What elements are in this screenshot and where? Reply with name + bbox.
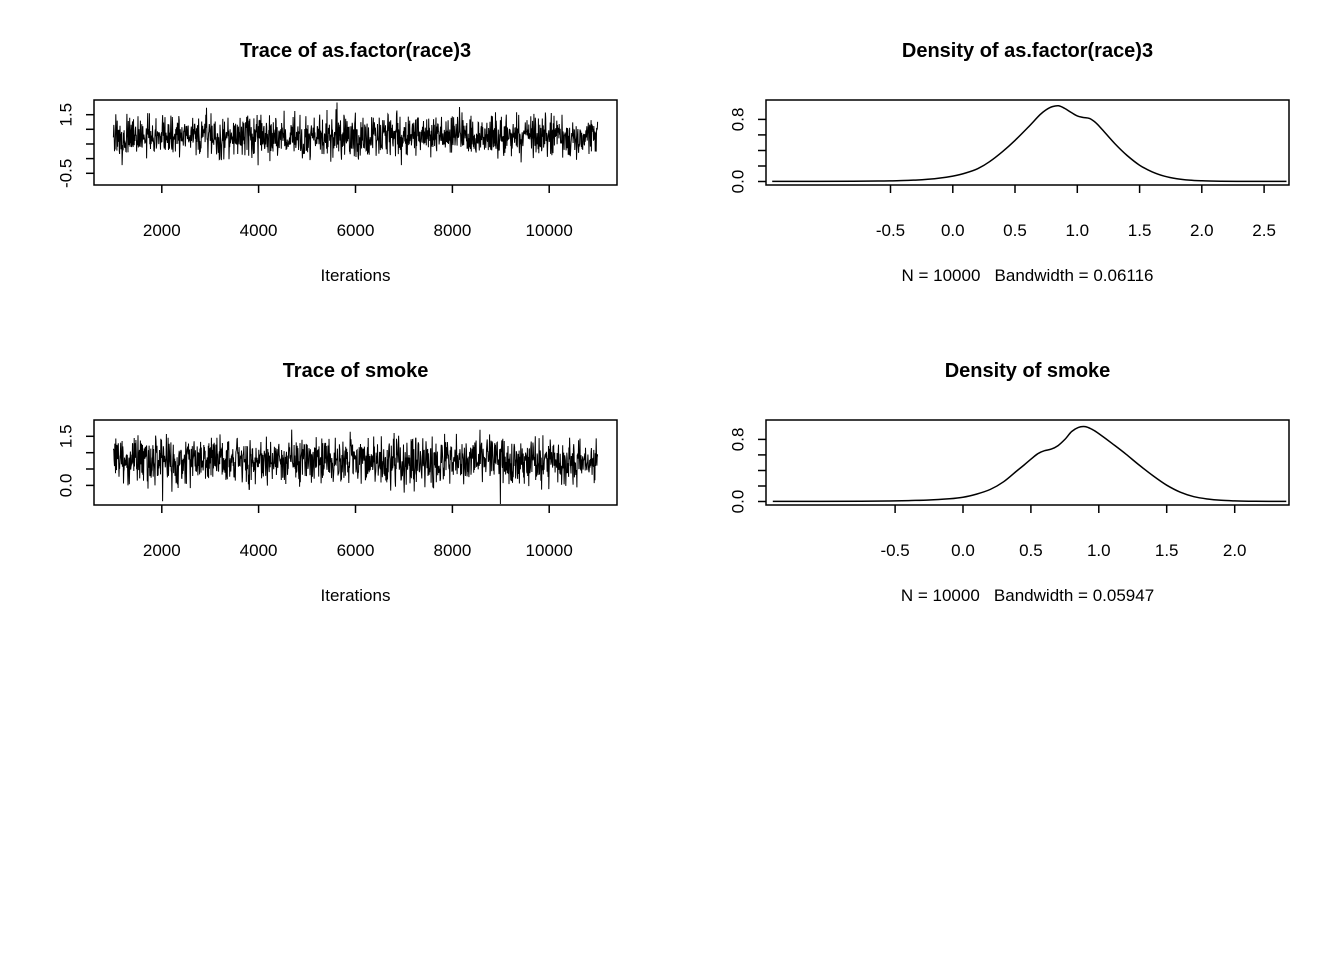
svg-text:0.0: 0.0 bbox=[941, 221, 965, 240]
panel-trace-smoke: 2000 4000 6000 8000 10000 0.0 1.5 Trace of smo… bbox=[0, 320, 672, 640]
svg-text:1.5: 1.5 bbox=[57, 424, 76, 448]
svg-text:4000: 4000 bbox=[240, 541, 278, 560]
svg-text:0.8: 0.8 bbox=[729, 428, 748, 452]
svg-text:4000: 4000 bbox=[240, 221, 278, 240]
chart-title: Density of smoke bbox=[944, 360, 1111, 382]
trace-plot-smoke: 2000 4000 6000 8000 10000 0.0 1.5 bbox=[57, 419, 618, 560]
density-curve bbox=[772, 104, 1287, 183]
svg-text:0.0: 0.0 bbox=[57, 474, 76, 498]
svg-text:0.0: 0.0 bbox=[729, 170, 748, 194]
svg-text:1.5: 1.5 bbox=[57, 103, 76, 127]
density-stats-label: N = 10000 Bandwidth = 0.05947 bbox=[900, 586, 1155, 605]
svg-text:0.5: 0.5 bbox=[1003, 221, 1027, 240]
y-axis: -0.5 1.5 bbox=[57, 103, 94, 188]
density-plot-as-factor-race-3: -0.5 0.0 0.5 1.0 1.5 2.0 2.5 0.0 0.8 bbox=[729, 99, 1290, 240]
plot-box bbox=[765, 99, 1290, 186]
svg-text:10000: 10000 bbox=[526, 221, 573, 240]
svg-text:-0.5: -0.5 bbox=[880, 541, 909, 560]
x-axis: 2000 4000 6000 8000 10000 bbox=[143, 185, 573, 240]
density-plot-smoke: -0.5 0.0 0.5 1.0 1.5 2.0 0.0 0.8 bbox=[729, 419, 1290, 560]
svg-text:10000: 10000 bbox=[526, 541, 573, 560]
panel-trace-race3: 2000 4000 6000 8000 10000 -0.5 1.5 Trace of as… bbox=[0, 0, 672, 320]
svg-text:1.0: 1.0 bbox=[1065, 221, 1089, 240]
svg-text:2.5: 2.5 bbox=[1252, 221, 1276, 240]
svg-text:8000: 8000 bbox=[433, 541, 471, 560]
svg-text:6000: 6000 bbox=[337, 541, 375, 560]
svg-text:0.0: 0.0 bbox=[951, 541, 975, 560]
svg-text:1.0: 1.0 bbox=[1087, 541, 1111, 560]
density-stats-label: N = 10000 Bandwidth = 0.06116 bbox=[901, 266, 1154, 285]
svg-text:2.0: 2.0 bbox=[1223, 541, 1247, 560]
panel-density-race3: -0.5 0.0 0.5 1.0 1.5 2.0 2.5 0.0 0.8 Density of … bbox=[672, 0, 1344, 320]
y-axis: 0.0 0.8 bbox=[729, 108, 766, 194]
svg-text:-0.5: -0.5 bbox=[57, 159, 76, 188]
chart-title: Density of as.factor(race)3 bbox=[901, 40, 1154, 62]
x-axis: 2000 4000 6000 8000 10000 bbox=[143, 505, 573, 560]
svg-text:2.0: 2.0 bbox=[1190, 221, 1214, 240]
chart-title: Trace of smoke bbox=[282, 360, 429, 382]
plot-box bbox=[765, 419, 1290, 506]
svg-text:0.8: 0.8 bbox=[729, 108, 748, 132]
x-axis-label: Iterations bbox=[320, 586, 391, 605]
x-axis: -0.5 0.0 0.5 1.0 1.5 2.0 2.5 bbox=[876, 185, 1276, 240]
svg-text:2000: 2000 bbox=[143, 221, 181, 240]
svg-text:-0.5: -0.5 bbox=[876, 221, 905, 240]
x-axis: -0.5 0.0 0.5 1.0 1.5 2.0 bbox=[880, 505, 1247, 560]
svg-text:8000: 8000 bbox=[433, 221, 471, 240]
y-axis: 0.0 1.5 bbox=[57, 424, 94, 497]
density-curve bbox=[772, 425, 1287, 503]
y-axis: 0.0 0.8 bbox=[729, 428, 766, 514]
panel-density-smoke: -0.5 0.0 0.5 1.0 1.5 2.0 0.0 0.8 Density of smo… bbox=[672, 320, 1344, 640]
svg-text:2000: 2000 bbox=[143, 541, 181, 560]
svg-text:1.5: 1.5 bbox=[1128, 221, 1152, 240]
chart-title: Trace of as.factor(race)3 bbox=[239, 40, 472, 62]
svg-text:0.0: 0.0 bbox=[729, 490, 748, 514]
svg-text:0.5: 0.5 bbox=[1019, 541, 1043, 560]
trace-line bbox=[112, 429, 599, 505]
trace-line bbox=[112, 102, 599, 166]
trace-plot-as-factor-race-3: 2000 4000 6000 8000 10000 -0.5 1.5 bbox=[57, 99, 618, 240]
x-axis-label: Iterations bbox=[320, 266, 391, 285]
svg-text:6000: 6000 bbox=[337, 221, 375, 240]
svg-text:1.5: 1.5 bbox=[1155, 541, 1179, 560]
